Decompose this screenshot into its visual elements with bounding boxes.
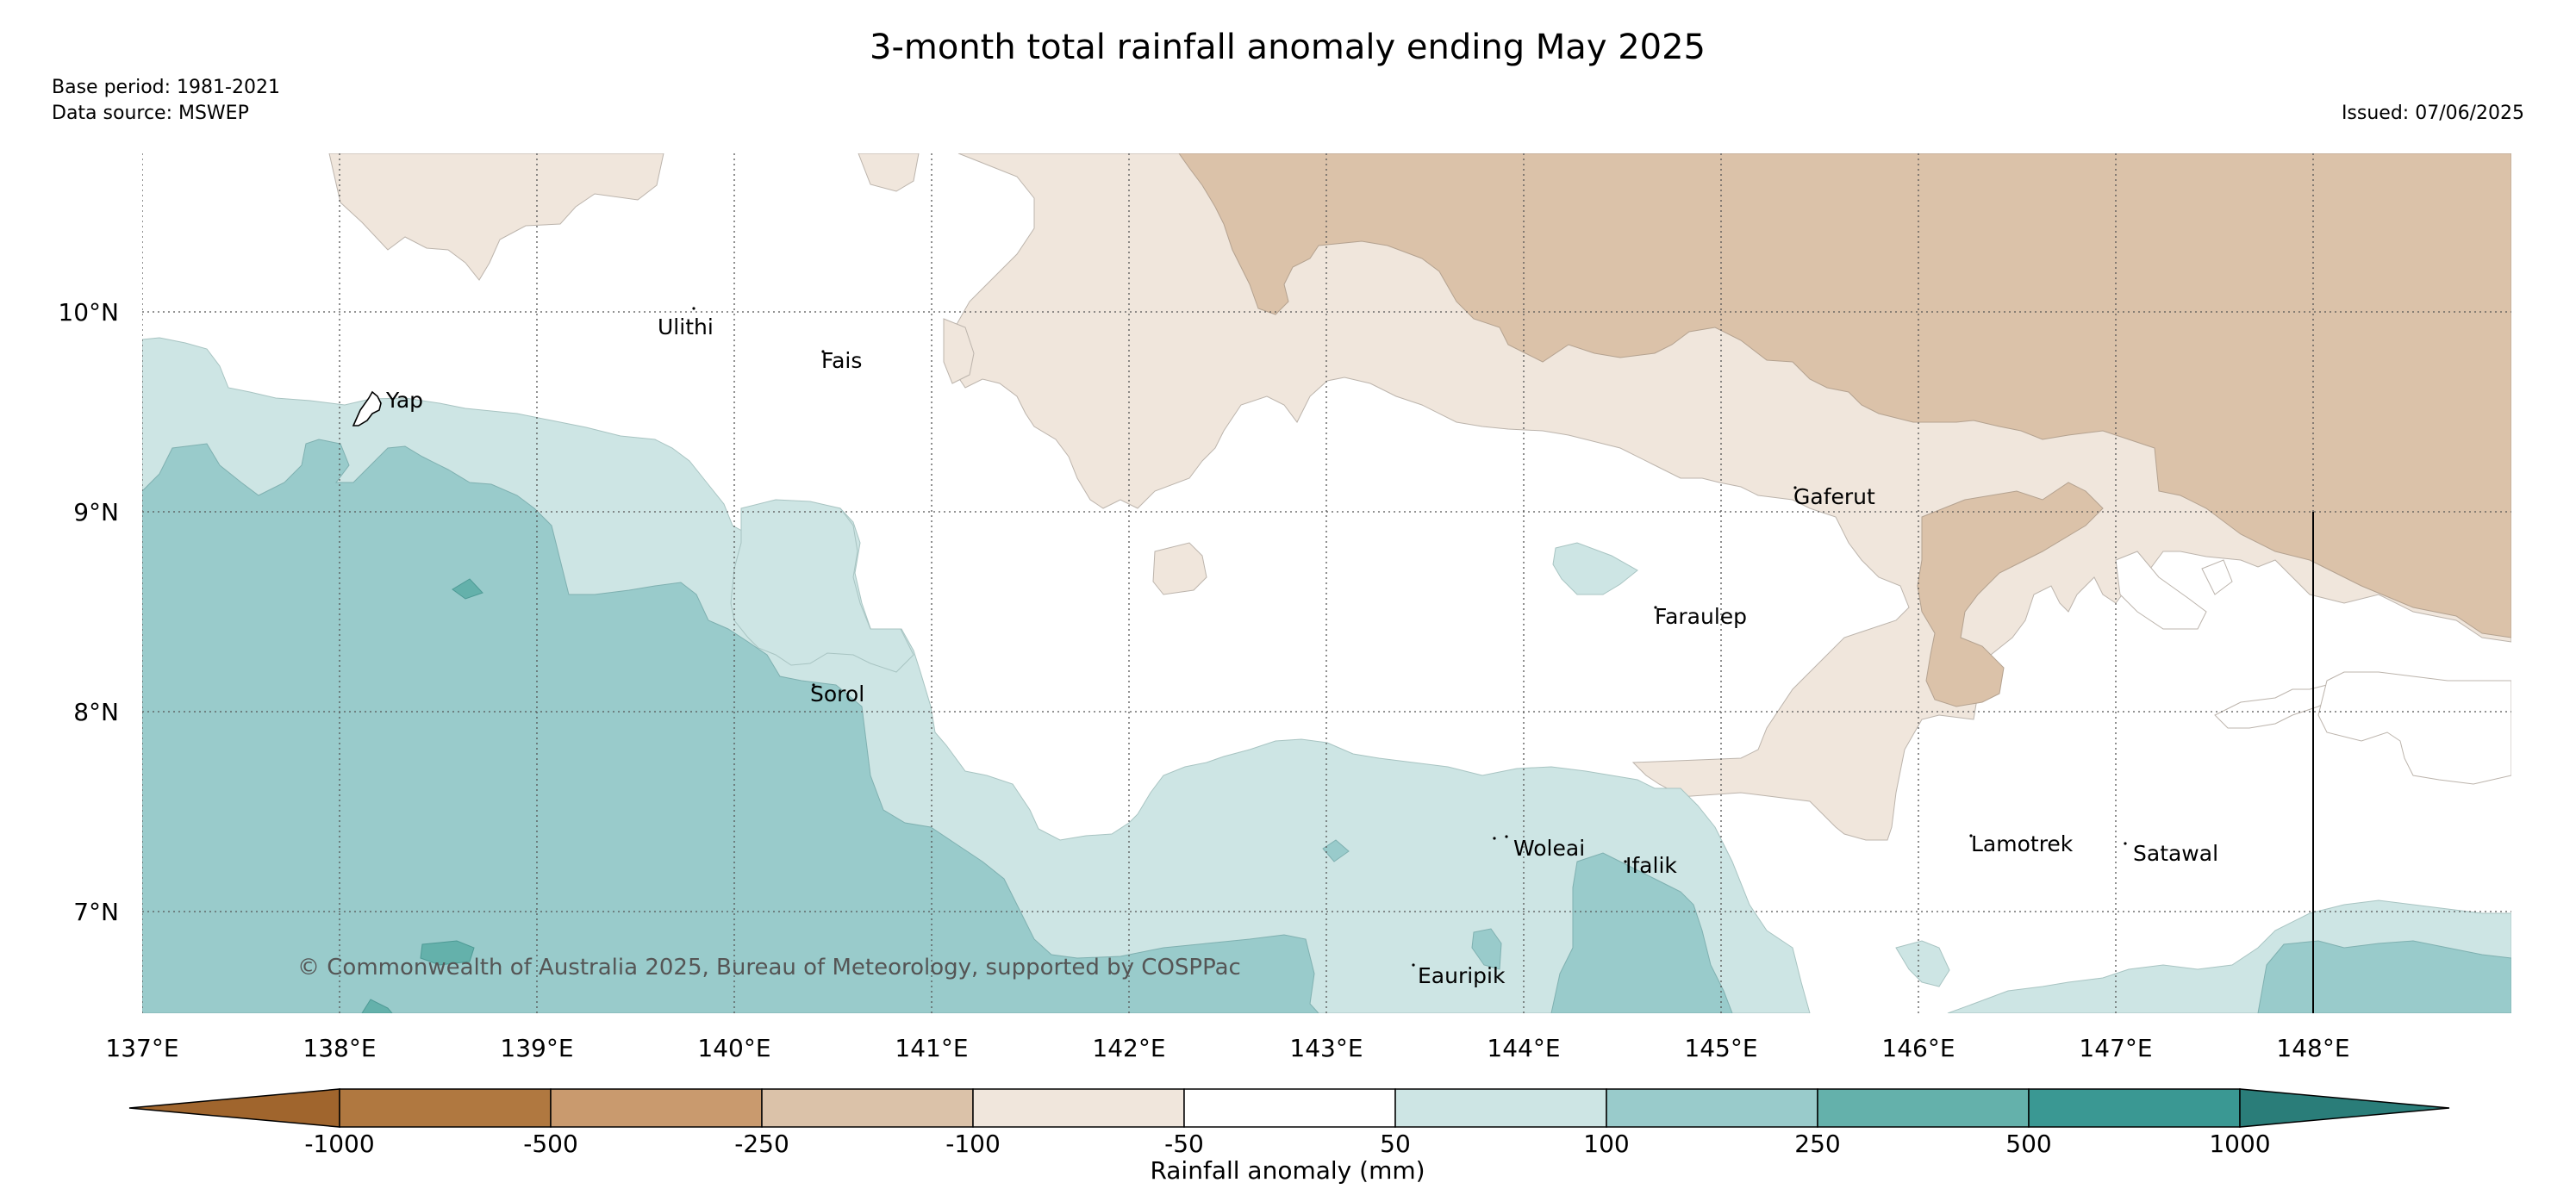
- issued-date-text: Issued: 07/06/2025: [2342, 103, 2524, 124]
- lon-label-147: 147°E: [2079, 1034, 2152, 1062]
- normal-hole-east-4: [2317, 671, 2511, 785]
- lon-label-142: 142°E: [1092, 1034, 1165, 1062]
- wet-medium-islet-143e: [1322, 839, 1350, 862]
- lon-label-148: 148°E: [2276, 1034, 2349, 1062]
- lon-label-143: 143°E: [1289, 1034, 1363, 1062]
- latitude-labels: 10°N 9°N 8°N 7°N: [58, 298, 119, 926]
- island-dot-woleai-2: [1505, 835, 1508, 838]
- map-title: 3-month total rainfall anomaly ending Ma…: [870, 28, 1706, 67]
- dry-moderate-north-east: [1178, 153, 2511, 638]
- colorbar-swatch-6: [1394, 1088, 1607, 1128]
- normal-holes: [2115, 551, 2511, 785]
- wet-medium-west-large: [142, 439, 1319, 1013]
- island-dot-satawal: [2124, 842, 2127, 845]
- place-label-gaferut: Gaferut: [1793, 484, 1875, 509]
- lon-label-139: 139°E: [500, 1034, 573, 1062]
- lat-label-8n: 8°N: [73, 698, 119, 726]
- colorbar-tick-9: 500: [2005, 1130, 2051, 1158]
- place-label-lamotrek: Lamotrek: [1971, 831, 2074, 856]
- wet-medium-south-east: [2257, 940, 2511, 1013]
- lon-label-141: 141°E: [895, 1034, 968, 1062]
- lon-label-146: 146°E: [1881, 1034, 1955, 1062]
- longitude-labels: 137°E 138°E 139°E 140°E 141°E 142°E 143°…: [105, 1034, 2349, 1062]
- colorbar: [128, 1088, 2450, 1128]
- place-labels: Yap Ulithi Fais Sorol Gaferut Faraulep W…: [385, 314, 2218, 988]
- lat-label-9n: 9°N: [73, 498, 119, 526]
- colorbar-tick-7: 100: [1583, 1130, 1629, 1158]
- place-label-eauripik: Eauripik: [1418, 963, 1506, 988]
- wet-medium-ifalik: [1550, 852, 1733, 1013]
- place-label-woleai: Woleai: [1513, 836, 1585, 861]
- lon-label-145: 145°E: [1684, 1034, 1757, 1062]
- island-dot-lamotrek: [1969, 834, 1973, 837]
- colorbar-swatch-7: [1606, 1088, 1818, 1128]
- dry-moderate-south-lobe: [1917, 482, 2104, 707]
- place-label-ifalik: Ifalik: [1625, 853, 1677, 878]
- normal-hole-east-1: [2115, 551, 2207, 630]
- place-label-faraulep: Faraulep: [1655, 604, 1747, 629]
- lon-label-138: 138°E: [303, 1034, 376, 1062]
- colorbar-swatch-1: [339, 1088, 552, 1128]
- lon-label-144: 144°E: [1487, 1034, 1560, 1062]
- wet-strong-islet-center: [452, 578, 483, 600]
- colorbar-swatch-3: [761, 1088, 974, 1128]
- island-dot-faraulep: [1654, 606, 1657, 609]
- place-label-ulithi: Ulithi: [658, 314, 714, 339]
- data-source-text: Data source: MSWEP: [52, 103, 249, 124]
- colorbar-tick-2: -500: [523, 1130, 578, 1158]
- colorbar-tick-5: -50: [1164, 1130, 1204, 1158]
- colorbar-swatch-4: [972, 1088, 1185, 1128]
- wet-strong-islet-west: [420, 940, 475, 966]
- lon-label-140: 140°E: [697, 1034, 770, 1062]
- colorbar-tick-3: -250: [734, 1130, 789, 1158]
- colorbar-tick-1: -1000: [304, 1130, 374, 1158]
- colorbar-label: Rainfall anomaly (mm): [1150, 1156, 1425, 1185]
- lat-label-7n: 7°N: [73, 898, 119, 926]
- colorbar-extend-high: [2239, 1088, 2450, 1128]
- wet-medium-islet-144e: [1471, 928, 1502, 970]
- island-dot-eauripik: [1412, 963, 1415, 967]
- colorbar-swatch-5: [1183, 1088, 1396, 1128]
- dry-moderate-regions: [1178, 153, 2511, 707]
- colorbar-tick-labels: -1000 -500 -250 -100 -50 50 100 250 500 …: [304, 1130, 2270, 1158]
- graticule-lines: [142, 153, 2511, 1013]
- wet-strong-islet-south: [361, 999, 393, 1013]
- colorbar-extend-low: [128, 1088, 340, 1128]
- island-markers: [692, 307, 2127, 967]
- island-dot-woleai-1: [1493, 837, 1496, 840]
- yap-island-outline: [352, 390, 382, 426]
- colorbar-swatch-2: [550, 1088, 763, 1128]
- place-label-satawal: Satawal: [2133, 841, 2218, 866]
- normal-hole-east-2: [2201, 559, 2233, 595]
- place-label-fais: Fais: [821, 348, 862, 373]
- wet-strong-regions: [361, 578, 483, 1013]
- base-period-text: Base period: 1981-2021: [52, 77, 280, 98]
- colorbar-tick-10: 1000: [2209, 1130, 2270, 1158]
- dry-region-islet-142e: [1152, 542, 1207, 595]
- wet-light-south-east-1: [1895, 940, 1950, 987]
- dry-region-north-yap: [328, 153, 664, 281]
- island-dot-ulithi: [692, 307, 695, 310]
- colorbar-swatch-9: [2028, 1088, 2241, 1128]
- copyright-notice: © Commonwealth of Australia 2025, Bureau…: [297, 955, 1241, 980]
- dry-region-near-141e: [858, 153, 920, 192]
- island-dot-fais: [821, 350, 825, 353]
- wet-light-faraulep: [1552, 542, 1638, 595]
- island-dot-sorol: [812, 683, 815, 687]
- colorbar-swatch-8: [1817, 1088, 2030, 1128]
- colorbar-tick-8: 250: [1794, 1130, 1840, 1158]
- lat-label-10n: 10°N: [58, 298, 119, 327]
- lon-label-137: 137°E: [105, 1034, 178, 1062]
- island-dot-ifalik: [1624, 860, 1627, 863]
- place-label-sorol: Sorol: [810, 682, 864, 707]
- map-area: Yap Ulithi Fais Sorol Gaferut Faraulep W…: [142, 153, 2511, 1013]
- island-dot-gaferut: [1793, 486, 1797, 489]
- dry-region-small-patch: [943, 318, 975, 384]
- wet-medium-regions: [142, 439, 2511, 1013]
- colorbar-tick-4: -100: [945, 1130, 1001, 1158]
- colorbar-tick-6: 50: [1380, 1130, 1411, 1158]
- place-label-yap: Yap: [385, 388, 423, 413]
